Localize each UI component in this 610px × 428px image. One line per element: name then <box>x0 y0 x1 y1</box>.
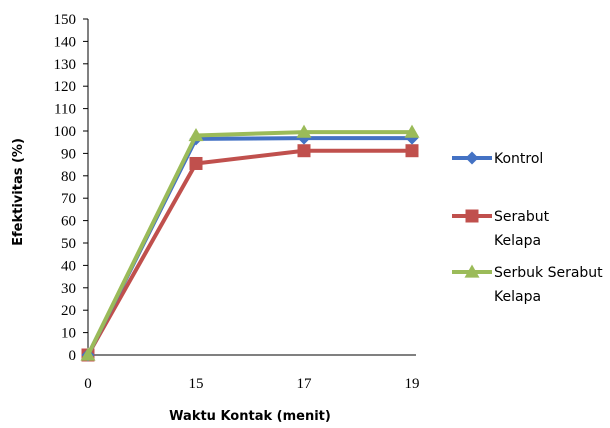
legend-marker-serabut-kelapa <box>465 209 479 223</box>
series-line-kontrol <box>86 136 412 356</box>
y-tick-label: 120 <box>54 79 77 95</box>
legend-item-serabut-kelapa: Serabut Kelapa <box>452 209 550 249</box>
series-serabut-kelapa <box>81 144 419 362</box>
legend-label-line: Kelapa <box>494 289 541 305</box>
series-serbuk-serabut-kelapa <box>80 124 420 361</box>
data-point-serabut-kelapa <box>189 156 203 170</box>
legend-label-line: Serbuk Serabut <box>494 265 603 281</box>
y-tick-label: 40 <box>61 258 76 274</box>
series-layer <box>80 124 420 362</box>
data-point-serbuk-serabut-kelapa <box>404 124 420 138</box>
data-point-serbuk-serabut-kelapa <box>296 124 312 138</box>
y-tick-label: 20 <box>61 303 76 319</box>
axes: 0 10 20 30 40 50 60 70 80 90 100 110 120 130 140 150 0 15… <box>54 12 420 392</box>
x-tick-label: 17 <box>297 376 313 392</box>
y-tick-label: 0 <box>69 348 77 364</box>
y-tick-label: 140 <box>54 34 77 50</box>
y-tick-label: 60 <box>61 214 76 230</box>
y-axis-title: Efektivitas (%) <box>11 138 26 246</box>
legend-label-line: Kontrol <box>494 151 543 167</box>
legend-label-line: Kelapa <box>494 233 541 249</box>
series-line-serbuk-serabut-kelapa <box>86 130 412 356</box>
legend-label-serabut-kelapa: Serabut Kelapa <box>494 209 550 249</box>
data-point-serabut-kelapa <box>405 144 419 158</box>
y-tick-label: 10 <box>61 326 76 342</box>
y-tick-label: 110 <box>54 102 76 118</box>
legend-marker-serbuk-serabut-kelapa <box>464 264 480 278</box>
data-point-serbuk-serabut-kelapa <box>188 127 204 142</box>
y-tick-label: 90 <box>61 146 76 162</box>
y-tick-label: 80 <box>61 169 76 185</box>
series-line-serabut-kelapa <box>86 148 412 356</box>
legend: Kontrol Serabut Kelapa Serbuk Serabut Kelapa <box>452 151 603 305</box>
y-tick-label: 150 <box>54 12 77 28</box>
y-tick-label: 50 <box>61 236 76 252</box>
y-tick-label: 30 <box>61 281 76 297</box>
y-tick-label: 70 <box>61 191 76 207</box>
y-tick-label: 130 <box>54 57 77 73</box>
y-tick-label: 100 <box>54 124 77 140</box>
data-point-serabut-kelapa <box>297 144 311 158</box>
legend-label-line: Serabut <box>494 209 550 225</box>
x-tick-label: 0 <box>84 376 92 392</box>
x-axis-title: Waktu Kontak (menit) <box>169 409 331 424</box>
legend-item-kontrol: Kontrol <box>452 151 543 167</box>
legend-label-serbuk-serabut-kelapa: Serbuk Serabut Kelapa <box>494 265 603 305</box>
legend-marker-kontrol <box>465 151 479 165</box>
x-tick-label: 19 <box>405 376 420 392</box>
data-point-serbuk-serabut-kelapa <box>80 347 96 361</box>
legend-label-kontrol: Kontrol <box>494 151 543 167</box>
legend-item-serbuk-serabut-kelapa: Serbuk Serabut Kelapa <box>452 264 603 305</box>
series-kontrol <box>81 131 419 362</box>
x-tick-label: 15 <box>189 376 204 392</box>
